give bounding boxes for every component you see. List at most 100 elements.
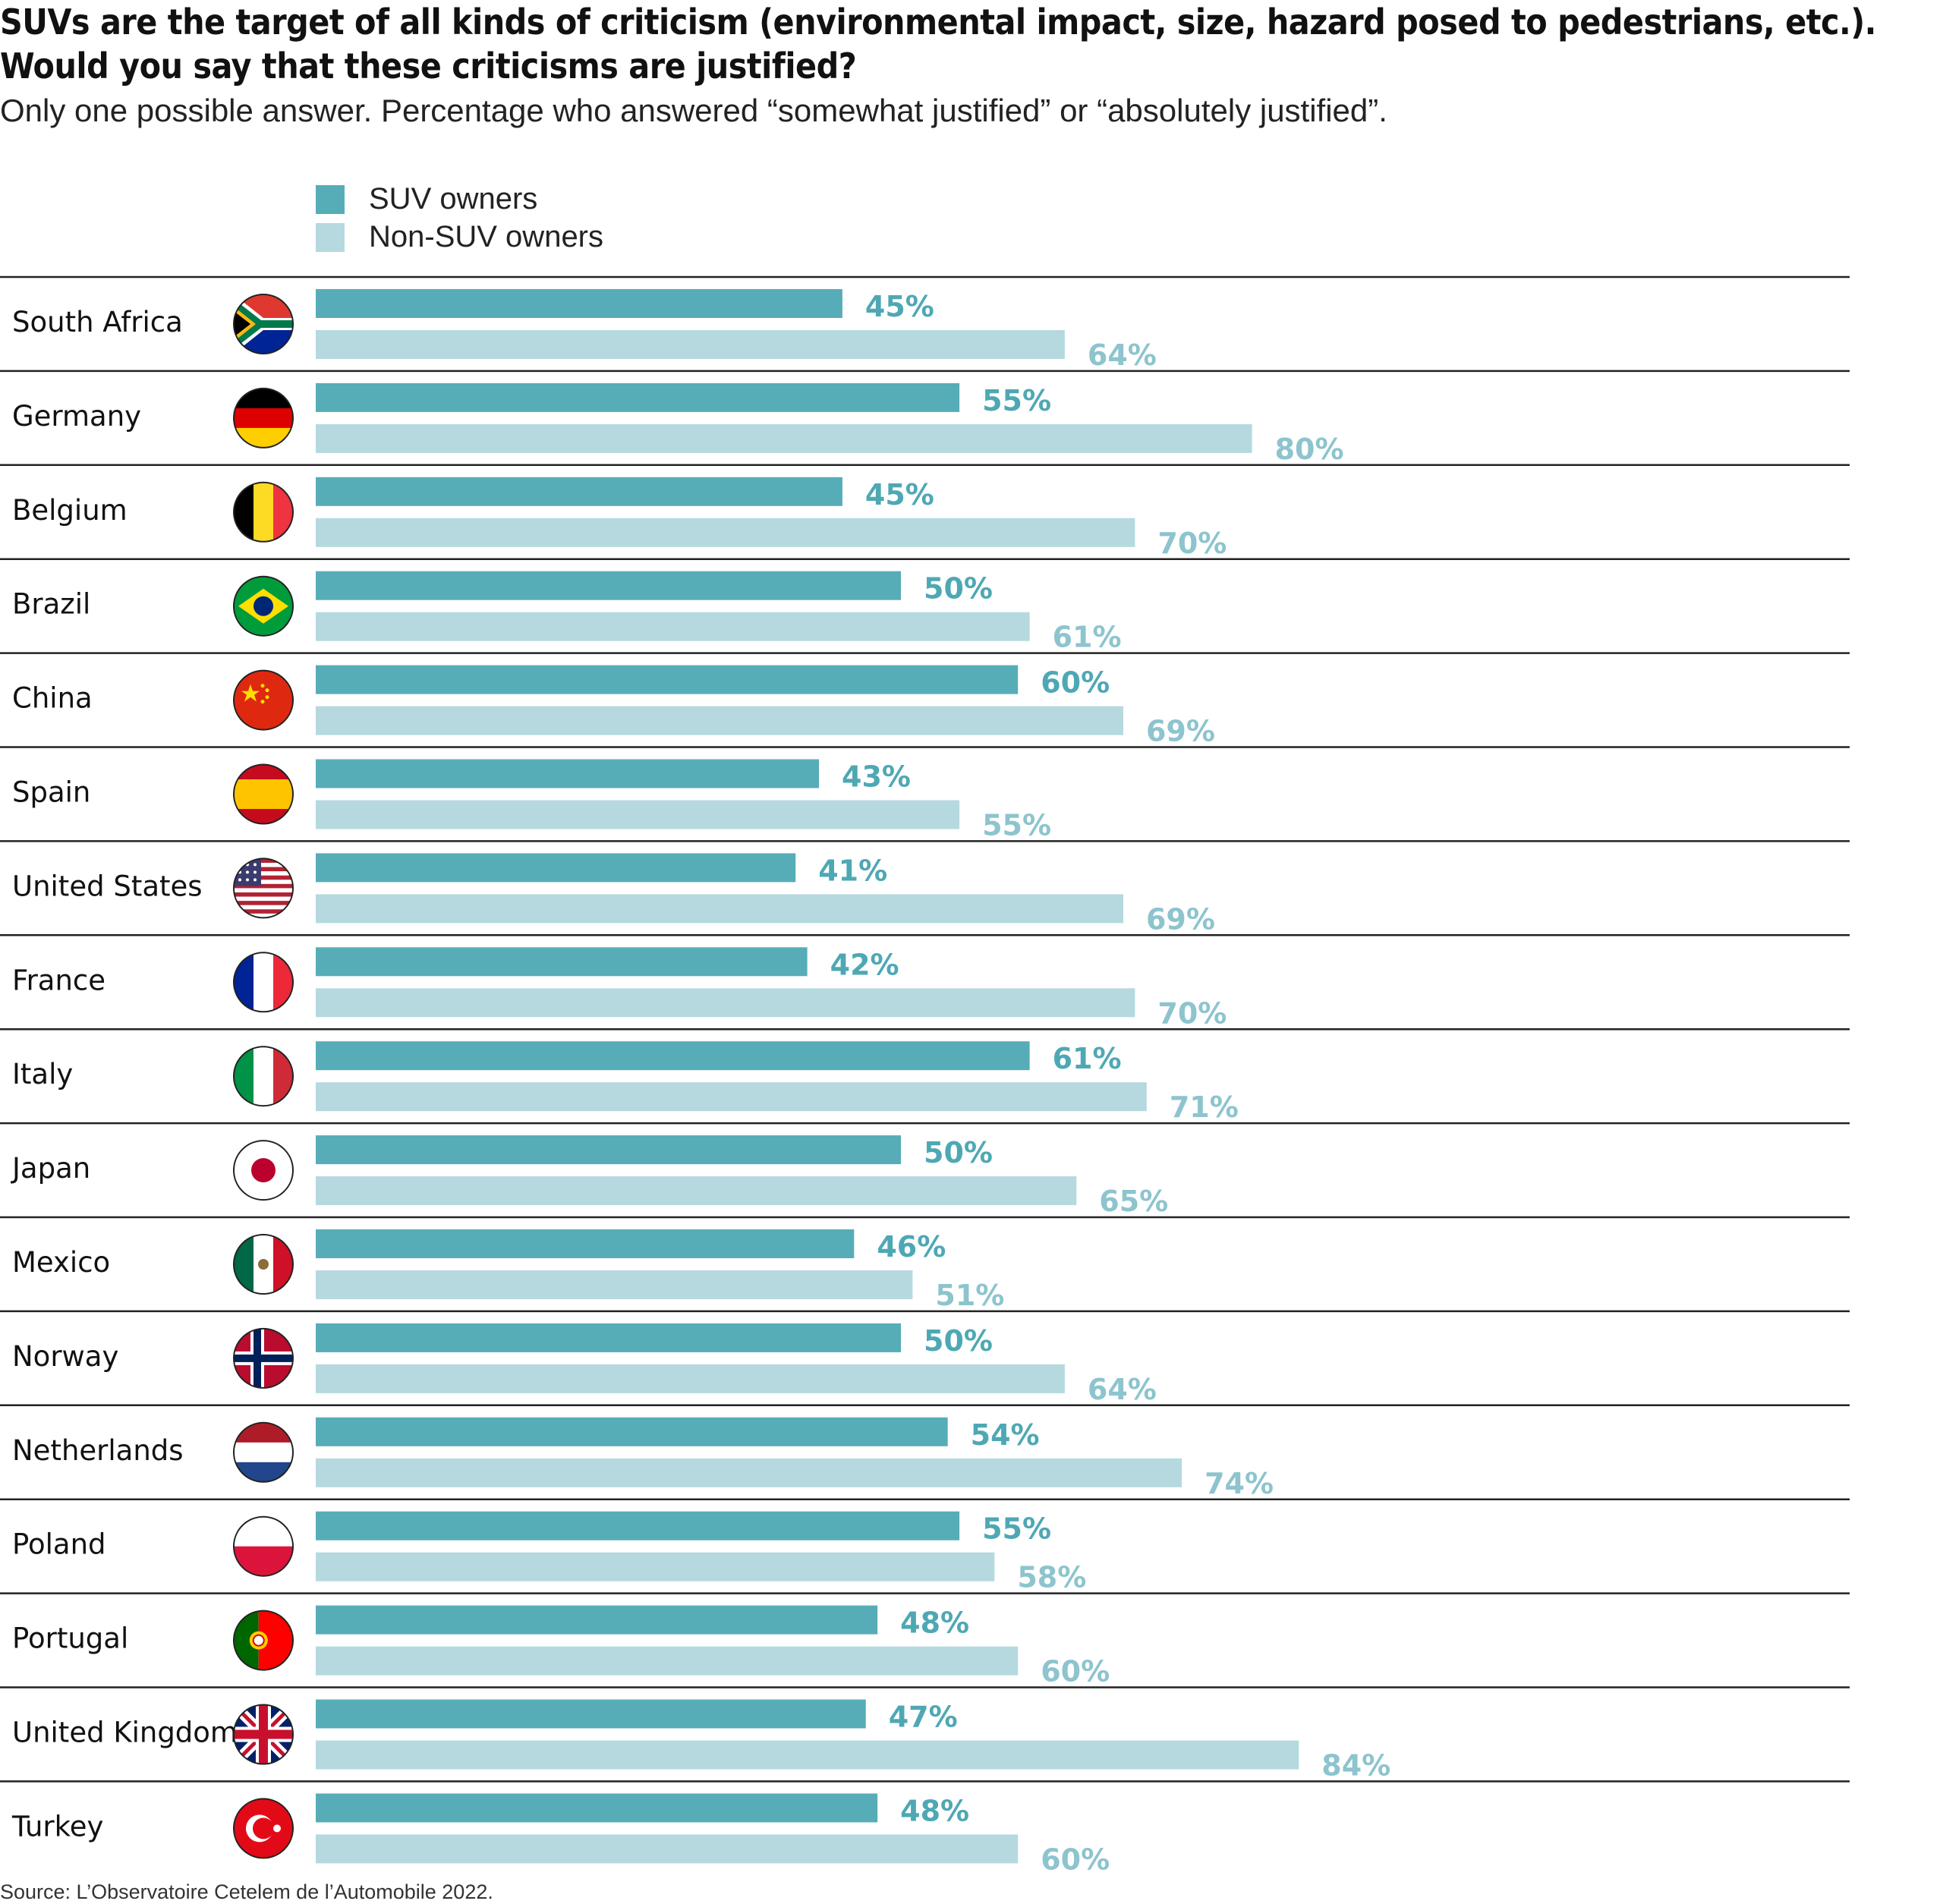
chart-row-us: United States 41% 69% — [0, 840, 1850, 936]
value-label-suv: 48% — [900, 1794, 969, 1827]
chart-row-gb: United Kingdom 47% 84% — [0, 1686, 1850, 1783]
value-label-suv: 41% — [818, 854, 887, 887]
country-label: Belgium — [12, 494, 128, 527]
value-label-suv: 61% — [1053, 1042, 1122, 1075]
bar-non-suv-owners — [316, 1176, 1077, 1206]
value-label-suv: 47% — [889, 1701, 958, 1734]
bar-suv-owners — [316, 853, 796, 883]
country-label: Japan — [11, 1152, 90, 1185]
title-line-1: SUVs are the target of all kinds of crit… — [0, 2, 1876, 42]
country-label: Turkey — [11, 1810, 103, 1843]
value-label-non-suv: 74% — [1205, 1467, 1274, 1500]
legend-swatch-non-suv — [316, 223, 345, 252]
bar-non-suv-owners — [316, 1740, 1299, 1770]
country-label: United States — [12, 870, 203, 902]
bar-suv-owners — [316, 571, 901, 600]
value-label-suv: 45% — [865, 290, 934, 323]
chart-row-no: Norway 50% 64% — [0, 1310, 1850, 1406]
bar-suv-owners — [316, 947, 808, 977]
value-label-non-suv: 60% — [1041, 1843, 1110, 1876]
bar-suv-owners — [316, 759, 820, 788]
value-label-non-suv: 71% — [1170, 1090, 1239, 1124]
bar-suv-owners — [316, 665, 1019, 694]
bar-non-suv-owners — [316, 706, 1123, 735]
bar-non-suv-owners — [316, 988, 1135, 1018]
country-label: South Africa — [12, 306, 183, 338]
bar-non-suv-owners — [316, 1834, 1019, 1864]
value-label-suv: 55% — [982, 384, 1051, 417]
country-label: China — [12, 682, 93, 715]
bar-non-suv-owners — [316, 894, 1123, 924]
value-label-suv: 46% — [877, 1230, 946, 1264]
bar-suv-owners — [316, 382, 960, 412]
value-label-suv: 43% — [842, 760, 911, 794]
bar-non-suv-owners — [316, 1646, 1019, 1676]
source-note: Source: L’Observatoire Cetelem de l’Auto… — [0, 1880, 493, 1903]
chart-subtitle: Only one possible answer. Percentage who… — [0, 93, 1387, 128]
jp-flag-icon — [234, 1141, 293, 1201]
bar-non-suv-owners — [316, 612, 1030, 641]
country-label: Spain — [12, 776, 90, 809]
bar-non-suv-owners — [316, 518, 1135, 547]
value-label-suv: 45% — [865, 478, 934, 511]
bar-non-suv-owners — [316, 1364, 1065, 1393]
tr-flag-icon — [234, 1799, 293, 1858]
value-label-non-suv: 65% — [1099, 1185, 1168, 1218]
chart-row-de: Germany 55% 80% — [0, 370, 1850, 466]
country-label: United Kingdom — [12, 1717, 238, 1749]
value-label-suv: 50% — [924, 1324, 993, 1358]
chart-row-fr: France 42% 70% — [0, 934, 1850, 1030]
legend-label-non-suv: Non-SUV owners — [369, 220, 604, 253]
bar-suv-owners — [316, 1041, 1030, 1071]
chart-row-it: Italy 61% 71% — [0, 1028, 1850, 1124]
value-label-suv: 60% — [1041, 666, 1110, 700]
cn-flag-icon — [234, 670, 293, 730]
value-label-non-suv: 84% — [1321, 1749, 1390, 1783]
bar-non-suv-owners — [316, 1082, 1147, 1112]
value-label-non-suv: 64% — [1088, 1373, 1157, 1406]
country-label: Italy — [12, 1058, 73, 1090]
value-label-non-suv: 70% — [1157, 527, 1227, 560]
bar-suv-owners — [316, 289, 842, 318]
bar-suv-owners — [316, 1229, 855, 1258]
legend-label-suv: SUV owners — [369, 182, 538, 216]
value-label-non-suv: 64% — [1088, 338, 1157, 372]
value-label-non-suv: 70% — [1157, 996, 1227, 1030]
country-label: Mexico — [12, 1246, 110, 1279]
chart-row-pl: Poland 55% 58% — [0, 1498, 1850, 1594]
chart-row-mx: Mexico 46% 51% — [0, 1216, 1850, 1312]
value-label-non-suv: 61% — [1053, 621, 1122, 654]
title-line-2: Would you say that these criticisms are … — [0, 46, 857, 87]
bar-suv-owners — [316, 1511, 960, 1541]
value-label-non-suv: 58% — [1017, 1561, 1086, 1594]
chart-row-pt: Portugal 48% 60% — [0, 1592, 1850, 1688]
bar-suv-owners — [316, 1323, 901, 1352]
bar-suv-owners — [316, 1605, 878, 1635]
country-label: Brazil — [12, 588, 90, 621]
bar-non-suv-owners — [316, 330, 1065, 359]
country-label: Norway — [12, 1340, 118, 1373]
bar-suv-owners — [316, 1793, 878, 1823]
bar-non-suv-owners — [316, 423, 1252, 453]
chart-row-br: Brazil 50% 61% — [0, 558, 1850, 654]
value-label-suv: 50% — [924, 572, 993, 606]
value-label-suv: 48% — [900, 1607, 969, 1640]
gb-flag-icon — [234, 1704, 293, 1764]
value-label-suv: 50% — [924, 1136, 993, 1169]
chart-row-cn: China 60% 69% — [0, 652, 1850, 748]
value-label-non-suv: 60% — [1041, 1655, 1110, 1688]
bar-suv-owners — [316, 1135, 901, 1165]
country-label: Netherlands — [12, 1434, 184, 1467]
bar-suv-owners — [316, 1417, 948, 1446]
value-label-non-suv: 55% — [982, 809, 1051, 842]
country-label: Poland — [12, 1528, 106, 1561]
value-label-suv: 54% — [971, 1418, 1040, 1452]
chart-row-tr: Turkey 48% 60% — [0, 1780, 1850, 1876]
value-label-suv: 42% — [830, 948, 899, 981]
br-flag-icon — [234, 576, 293, 636]
chart-row-be: Belgium 45% 70% — [0, 464, 1850, 560]
bar-non-suv-owners — [316, 1552, 995, 1581]
bar-suv-owners — [316, 477, 842, 506]
legend-swatch-suv — [316, 185, 345, 214]
